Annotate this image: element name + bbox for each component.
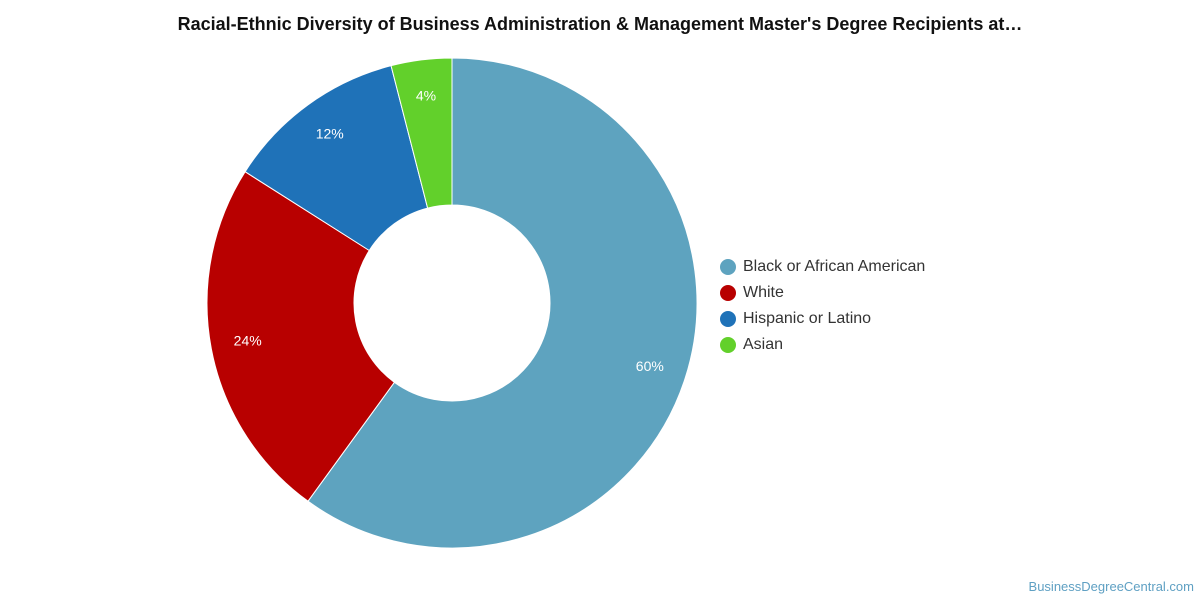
slice-label: 60% xyxy=(636,358,664,374)
legend-swatch-icon xyxy=(720,259,736,275)
slice-labels-group: 60% 24% 12% 4% xyxy=(234,87,664,374)
legend-label: Asian xyxy=(743,336,784,353)
slice-label: 12% xyxy=(316,125,344,141)
slice-hispanic-or-latino[interactable] xyxy=(244,65,429,252)
legend-label: White xyxy=(743,284,784,301)
watermark: BusinessDegreeCentral.com xyxy=(1028,579,1194,594)
slice-black-or-african-american[interactable] xyxy=(307,57,698,549)
legend-swatch-icon xyxy=(720,311,736,327)
legend-label: Hispanic or Latino xyxy=(743,310,872,327)
slice-asian[interactable] xyxy=(390,57,453,209)
legend-item[interactable]: Asian xyxy=(720,332,925,358)
legend-swatch-icon xyxy=(720,337,736,353)
slice-white[interactable] xyxy=(206,171,396,502)
legend-label: Black or African American xyxy=(743,258,926,275)
legend-item[interactable]: Black or African American xyxy=(720,254,925,280)
slice-label: 24% xyxy=(234,333,262,349)
legend-item[interactable]: White xyxy=(720,280,925,306)
legend: Black or African American White Hispanic o… xyxy=(720,254,925,358)
chart-title: Racial-Ethnic Diversity of Business Admi… xyxy=(177,14,1023,34)
legend-item[interactable]: Hispanic or Latino xyxy=(720,306,925,332)
legend-swatch-icon xyxy=(720,285,736,301)
slices-group xyxy=(206,57,698,549)
slice-label: 4% xyxy=(416,87,436,103)
